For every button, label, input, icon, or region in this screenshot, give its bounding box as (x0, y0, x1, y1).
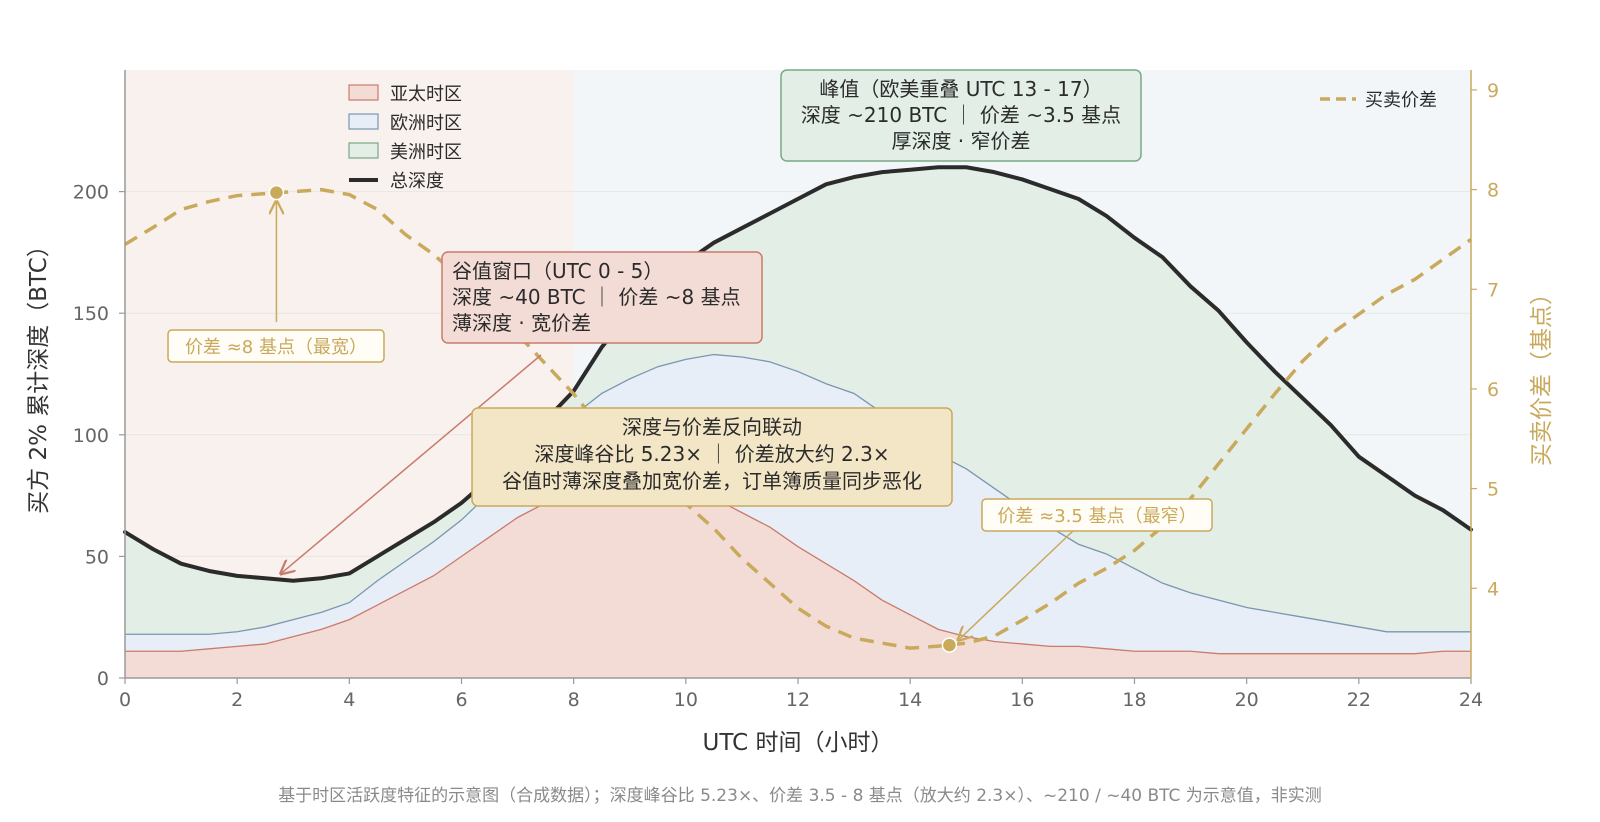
x-tick-label: 20 (1235, 689, 1259, 711)
line-总深度 (123, 165, 1473, 583)
y2-tick-label: 7 (1487, 279, 1499, 301)
y2-tick-label: 4 (1487, 578, 1499, 600)
line-买卖价差 (124, 187, 1473, 650)
x-tick-label: 6 (455, 689, 467, 711)
legend-label-3: 总深度 (390, 171, 444, 192)
area-亚太时区 (125, 485, 1471, 678)
x-axis-label: UTC 时间（小时） (703, 730, 894, 756)
legend-swatch-2 (348, 142, 379, 159)
legend-label-2: 美洲时区 (390, 142, 462, 163)
x-tick-label: 22 (1347, 689, 1371, 711)
line-series (123, 165, 1473, 650)
spread-min-arrow (959, 529, 1075, 639)
spread-min-point (941, 637, 958, 653)
x-tick-label: 18 (1122, 689, 1146, 711)
legend-spread-label: 买卖价差 (1365, 90, 1437, 111)
y-axis-label: 买方 2% 累计深度（BTC） (26, 234, 52, 514)
legend-label-0: 亚太时区 (390, 84, 462, 105)
valley-annotation-box (441, 251, 763, 344)
valley-arrow (282, 354, 542, 573)
annotations: 峰值（欧美重叠 UTC 13 - 17）深度 ~210 BTC ｜ 价差 ~3.… (167, 69, 1213, 653)
y2-tick-label: 5 (1487, 479, 1499, 501)
valley-annotation-line-2: 薄深度 · 宽价差 (452, 311, 591, 335)
depth-spread-chart: 0 2 4 6 8 10 12 14 16 18 20 22 24050100150200456789U… (26, 69, 1555, 756)
legend-swatch-1 (348, 113, 379, 130)
center-annotation-line-2: 谷值时薄深度叠加宽价差，订单簿质量同步恶化 (502, 469, 922, 493)
x-tick-label: 14 (898, 689, 922, 711)
x-tick-label: 8 (568, 689, 580, 711)
spread-max-point (268, 184, 285, 201)
x-tick-label: 4 (343, 689, 355, 711)
valley-annotation-line-0: 谷值窗口（UTC 0 - 5） (452, 259, 663, 283)
x-tick-label: 0 (119, 689, 131, 711)
x-tick-label: 12 (786, 689, 810, 711)
y-tick-label: 100 (73, 425, 109, 447)
peak-annotation: 峰值（欧美重叠 UTC 13 - 17）深度 ~210 BTC ｜ 价差 ~3.… (780, 69, 1142, 162)
y-tick-label: 0 (97, 668, 109, 690)
y2-tick-label: 6 (1487, 379, 1499, 401)
y-tick-label: 50 (85, 546, 109, 568)
center-annotation-box (471, 407, 953, 507)
valley-annotation: 谷值窗口（UTC 0 - 5）深度 ~40 BTC ｜ 价差 ~8 基点薄深度 … (441, 251, 763, 344)
y2-tick-label: 9 (1487, 80, 1499, 102)
y2-tick-label: 8 (1487, 180, 1499, 202)
legend-label-1: 欧洲时区 (390, 113, 462, 134)
x-tick-label: 16 (1010, 689, 1034, 711)
x-tick-label: 10 (674, 689, 698, 711)
peak-annotation-line-1: 深度 ~210 BTC ｜ 价差 ~3.5 基点 (801, 103, 1121, 127)
peak-annotation-box (780, 69, 1142, 162)
area-edge-亚太时区 (125, 485, 1471, 655)
spread-min-label-box (981, 498, 1213, 532)
spread-max-label: 价差 ≈8 基点（最宽） (185, 337, 367, 358)
x-tick-label: 24 (1459, 689, 1483, 711)
y-tick-label: 200 (73, 182, 109, 204)
y-tick-label: 150 (73, 303, 109, 325)
legend-swatch-0 (348, 84, 379, 101)
center-annotation-line-1: 深度峰谷比 5.23× ｜ 价差放大约 2.3× (534, 442, 889, 466)
center-annotation-line-0: 深度与价差反向联动 (622, 415, 802, 439)
axes: 0 2 4 6 8 10 12 14 16 18 20 22 24050100150200456789U… (26, 70, 1555, 756)
spread-min-label: 价差 ≈3.5 基点（最窄） (997, 506, 1196, 527)
x-tick-label: 2 (231, 689, 243, 711)
valley-annotation-line-1: 深度 ~40 BTC ｜ 价差 ~8 基点 (452, 285, 741, 309)
y2-axis-label: 买卖价差（基点） (1529, 282, 1555, 466)
peak-annotation-line-0: 峰值（欧美重叠 UTC 13 - 17） (819, 77, 1102, 101)
footnote: 基于时区活跃度特征的示意图（合成数据）；深度峰谷比 5.23×、价差 3.5 -… (278, 786, 1322, 806)
spread-max-label-box (167, 329, 385, 363)
peak-annotation-line-2: 厚深度 · 窄价差 (891, 129, 1030, 153)
area-edge-欧洲时区 (125, 353, 1471, 635)
